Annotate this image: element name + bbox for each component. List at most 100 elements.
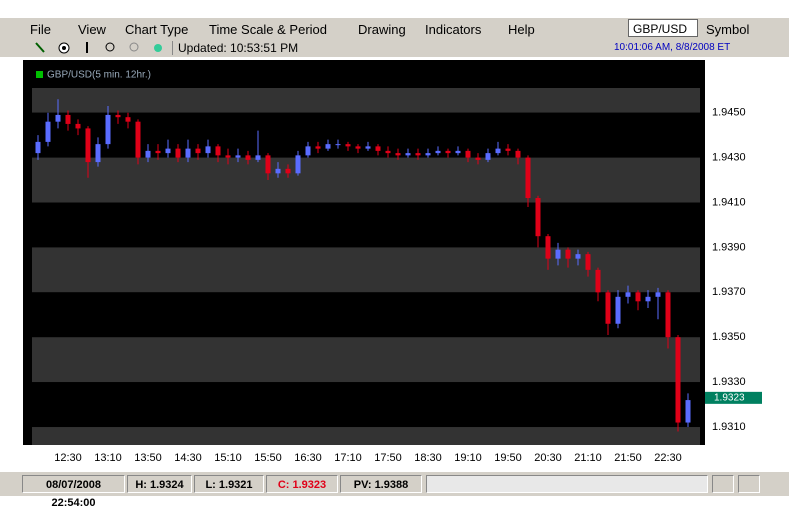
- candle-body: [85, 128, 91, 163]
- menu-item[interactable]: Drawing: [358, 22, 406, 37]
- y-tick-label: 1.9350: [712, 331, 746, 343]
- clock: 10:01:06 AM, 8/8/2008 ET: [614, 42, 731, 53]
- candle-body: [645, 296, 651, 302]
- menu-item[interactable]: Time Scale & Period: [209, 22, 328, 37]
- candle-body: [655, 292, 661, 297]
- menu-item[interactable]: Chart Type: [125, 22, 189, 37]
- candle-body: [505, 148, 511, 151]
- menu-item[interactable]: File: [30, 22, 51, 37]
- y-tick-label: 1.9390: [712, 241, 746, 253]
- candle-body: [115, 114, 121, 118]
- candle-body: [95, 144, 101, 163]
- candle-body: [265, 155, 271, 174]
- x-tick-label: 19:50: [494, 452, 522, 464]
- zoom-out[interactable]: [129, 42, 139, 52]
- status-high: H: 1.9324: [127, 475, 192, 493]
- candle-body: [305, 146, 311, 156]
- symbol-input[interactable]: GBP/USD: [628, 19, 698, 37]
- candle-body: [475, 157, 481, 160]
- candle-body: [175, 148, 181, 158]
- x-tick-label: 13:10: [94, 452, 122, 464]
- toolbar: Updated: 10:53:51 PM 10:01:06 AM, 8/8/20…: [0, 40, 789, 57]
- candle-body: [565, 249, 571, 259]
- symbol-button[interactable]: Symbol: [706, 22, 750, 37]
- price-band: [32, 157, 700, 203]
- help-button[interactable]: [738, 475, 760, 493]
- window-button[interactable]: [712, 475, 734, 493]
- x-tick-label: 22:30: [654, 452, 682, 464]
- draw-tool[interactable]: [35, 42, 45, 53]
- refresh[interactable]: [154, 44, 162, 52]
- y-tick-label: 1.9430: [712, 152, 746, 164]
- menu-item[interactable]: Help: [508, 22, 535, 37]
- candle-body: [275, 168, 281, 174]
- candle-body: [665, 292, 671, 338]
- candle-body: [315, 146, 321, 149]
- candle-body: [125, 117, 131, 122]
- candle-body: [605, 292, 611, 324]
- candle-body: [65, 114, 71, 124]
- candle-body: [185, 148, 191, 158]
- menu-bar: File View Chart Type Time Scale & Period…: [0, 18, 789, 40]
- candle-body: [105, 114, 111, 145]
- candle-body: [485, 153, 491, 160]
- candle-body: [585, 254, 591, 270]
- x-tick-label: 14:30: [174, 452, 202, 464]
- last-price-label: 1.9323: [714, 392, 745, 403]
- x-tick-label: 19:10: [454, 452, 482, 464]
- candle-body: [555, 249, 561, 259]
- last-price-tag: [705, 391, 762, 404]
- price-band: [32, 112, 700, 158]
- x-tick-label: 16:30: [294, 452, 322, 464]
- candle-body: [205, 146, 211, 154]
- updated-time: Updated: 10:53:51 PM: [172, 41, 298, 55]
- candle-body: [55, 114, 61, 122]
- legend-swatch: [36, 71, 43, 78]
- candle-body: [675, 337, 681, 423]
- y-tick-label: 1.9450: [712, 107, 746, 119]
- y-tick-label: 1.9410: [712, 196, 746, 208]
- candle-body: [575, 254, 581, 259]
- candle-body: [325, 144, 331, 149]
- status-low: L: 1.9321: [194, 475, 264, 493]
- candle-body: [235, 155, 241, 158]
- menu-item[interactable]: View: [78, 22, 106, 37]
- x-tick-label: 21:10: [574, 452, 602, 464]
- x-tick-label: 20:30: [534, 452, 562, 464]
- candle-body: [295, 155, 301, 174]
- y-tick-label: 1.9330: [712, 376, 746, 388]
- status-close: C: 1.9323: [266, 475, 338, 493]
- price-band: [32, 337, 700, 383]
- candle-body: [685, 400, 691, 423]
- candle-body: [135, 121, 141, 158]
- candle-body: [525, 157, 531, 199]
- price-band: [32, 292, 700, 338]
- candle-body: [465, 150, 471, 158]
- candle-body: [455, 150, 461, 154]
- x-tick-label: 18:30: [414, 452, 442, 464]
- candle-body: [415, 153, 421, 156]
- candle-body: [45, 121, 51, 142]
- crosshair-dot: [62, 46, 66, 50]
- candle-body: [225, 155, 231, 158]
- zoom-in[interactable]: [105, 42, 115, 52]
- candle-body: [595, 269, 601, 293]
- candle-body: [35, 141, 41, 154]
- status-bar: 08/07/2008 22:54:00 H: 1.9324 L: 1.9321 …: [0, 472, 789, 509]
- menu-item[interactable]: Indicators: [425, 22, 482, 37]
- candle-body: [345, 144, 351, 147]
- y-tick-label: 1.9310: [712, 421, 746, 433]
- candle-body: [375, 146, 381, 151]
- chart: GBP/USD(5 min. 12hr.) 1.9450 1.9430 1.9410…: [23, 60, 762, 464]
- candle-body: [615, 296, 621, 324]
- candle-body: [425, 153, 431, 156]
- scrollbar[interactable]: [426, 475, 708, 493]
- x-tick-label: 15:50: [254, 452, 282, 464]
- chart-title: GBP/USD(5 min. 12hr.): [47, 70, 151, 81]
- x-tick-label: 17:50: [374, 452, 402, 464]
- candle-body: [385, 150, 391, 154]
- candle-body: [515, 150, 521, 158]
- price-band: [32, 427, 700, 445]
- candle-body: [75, 123, 81, 129]
